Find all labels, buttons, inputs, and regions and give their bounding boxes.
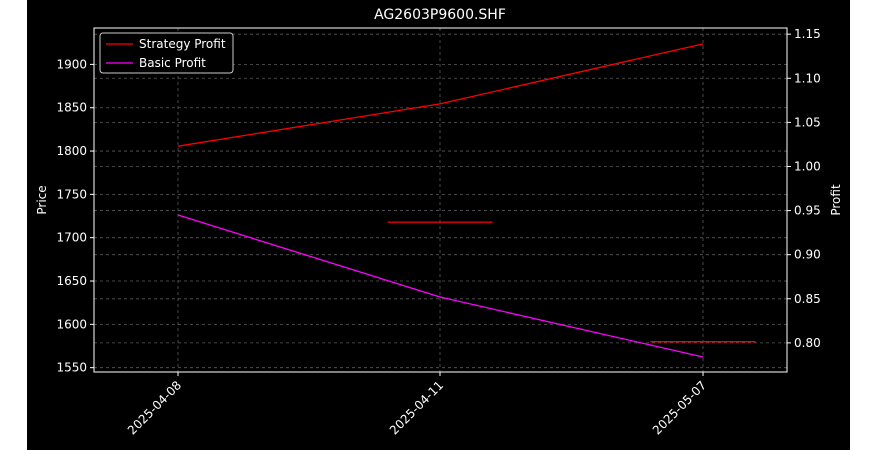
right-tick-label-4: 1.00 bbox=[794, 159, 821, 173]
chart-background bbox=[27, 0, 850, 450]
left-tick-label-1: 1600 bbox=[56, 317, 87, 331]
right-tick-label-1: 0.85 bbox=[794, 292, 821, 306]
legend: Strategy Profit Basic Profit bbox=[99, 32, 234, 74]
right-tick-label-6: 1.10 bbox=[794, 71, 821, 85]
left-tick-label-0: 1550 bbox=[56, 361, 87, 375]
legend-label-1: Basic Profit bbox=[139, 56, 206, 70]
left-tick-label-7: 1900 bbox=[56, 57, 87, 71]
left-tick-label-3: 1700 bbox=[56, 231, 87, 245]
left-y-axis: 1550 1600 1650 1700 1750 1800 1850 1900 bbox=[56, 57, 94, 375]
left-tick-label-5: 1800 bbox=[56, 144, 87, 158]
series-line-basic-profit bbox=[177, 214, 704, 358]
series-line-strategy-profit bbox=[177, 43, 704, 147]
left-tick-label-2: 1650 bbox=[56, 274, 87, 288]
grid bbox=[94, 28, 787, 372]
left-tick-label-6: 1850 bbox=[56, 101, 87, 115]
right-tick-label-2: 0.90 bbox=[794, 248, 821, 262]
legend-box bbox=[99, 32, 234, 74]
right-y-axis: 0.80 0.85 0.90 0.95 1.00 1.05 1.10 1.15 bbox=[787, 27, 821, 350]
left-tick-label-4: 1750 bbox=[56, 187, 87, 201]
right-tick-label-3: 0.95 bbox=[794, 204, 821, 218]
right-tick-label-0: 0.80 bbox=[794, 336, 821, 350]
chart-title: AG2603P9600.SHF bbox=[374, 7, 506, 23]
right-tick-label-7: 1.15 bbox=[794, 27, 821, 41]
series-layer bbox=[177, 43, 756, 358]
right-tick-label-5: 1.05 bbox=[794, 115, 821, 129]
legend-label-0: Strategy Profit bbox=[139, 37, 226, 51]
left-axis-label: Price bbox=[35, 185, 49, 214]
right-axis-label: Profit bbox=[829, 184, 843, 216]
